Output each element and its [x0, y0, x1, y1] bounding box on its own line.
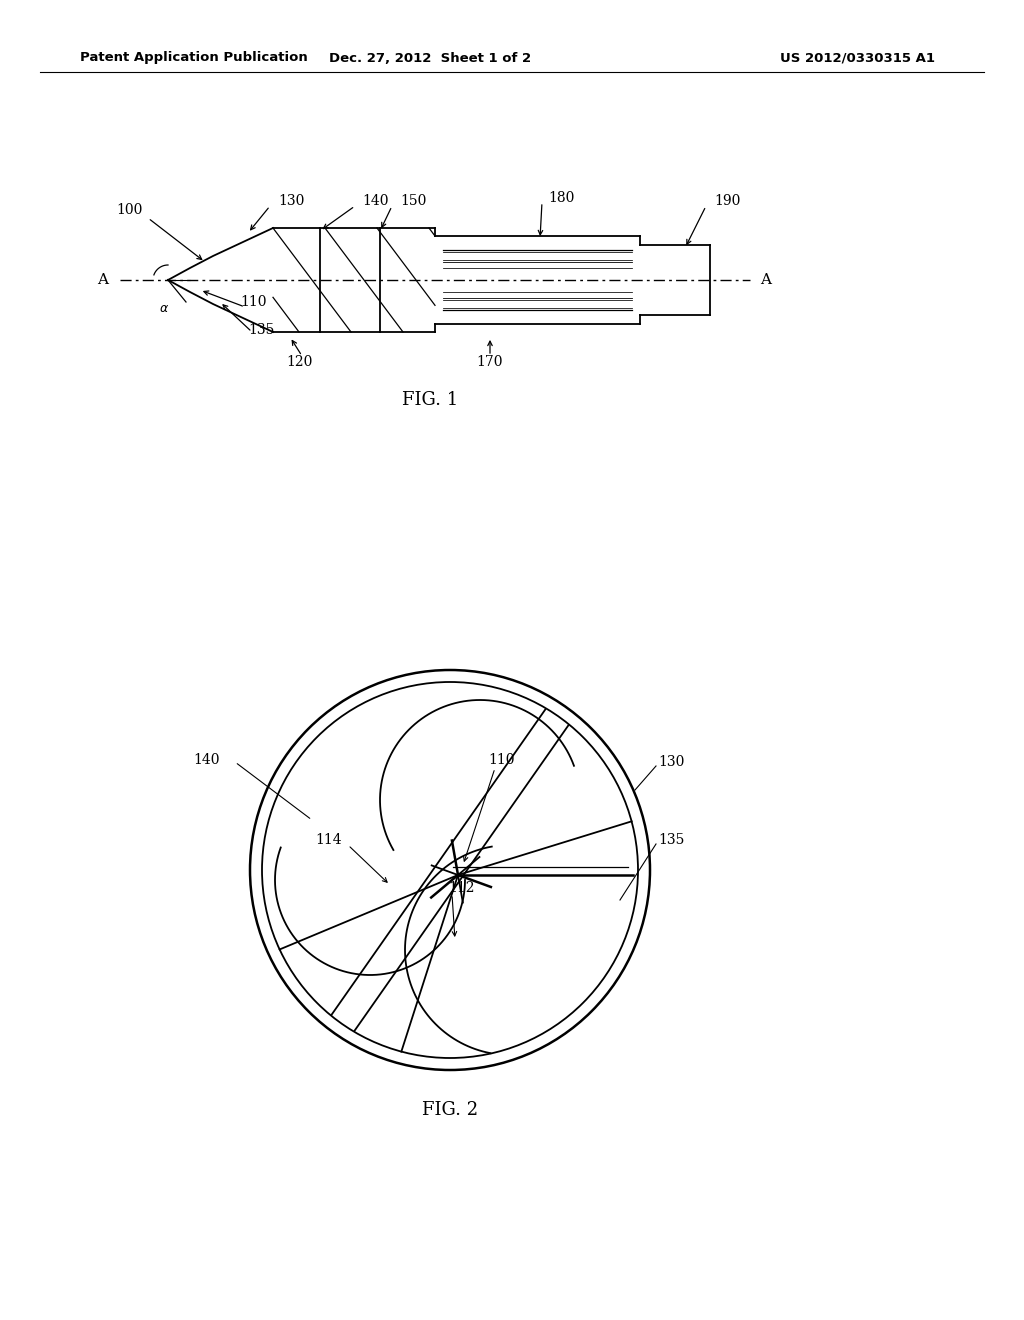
Text: A: A [760, 273, 771, 286]
Text: 135: 135 [658, 833, 684, 847]
Text: 180: 180 [548, 191, 574, 205]
Text: A: A [97, 273, 108, 286]
Text: 130: 130 [278, 194, 304, 209]
Text: 190: 190 [714, 194, 740, 209]
Text: 140: 140 [362, 194, 388, 209]
Text: FIG. 1: FIG. 1 [401, 391, 458, 409]
Text: 140: 140 [194, 752, 220, 767]
Text: 150: 150 [400, 194, 426, 209]
Text: Patent Application Publication: Patent Application Publication [80, 51, 308, 65]
Text: 110: 110 [488, 752, 514, 767]
Text: 130: 130 [658, 755, 684, 770]
Text: 120: 120 [287, 355, 313, 370]
Text: 110: 110 [240, 294, 266, 309]
Text: 114: 114 [315, 833, 342, 847]
Text: FIG. 2: FIG. 2 [422, 1101, 478, 1119]
Text: 100: 100 [117, 203, 143, 216]
Text: $\alpha$: $\alpha$ [159, 301, 169, 314]
Text: 170: 170 [477, 355, 503, 370]
Text: Dec. 27, 2012  Sheet 1 of 2: Dec. 27, 2012 Sheet 1 of 2 [329, 51, 531, 65]
Text: 135: 135 [248, 323, 274, 337]
Text: 112: 112 [449, 880, 474, 895]
Text: US 2012/0330315 A1: US 2012/0330315 A1 [780, 51, 935, 65]
